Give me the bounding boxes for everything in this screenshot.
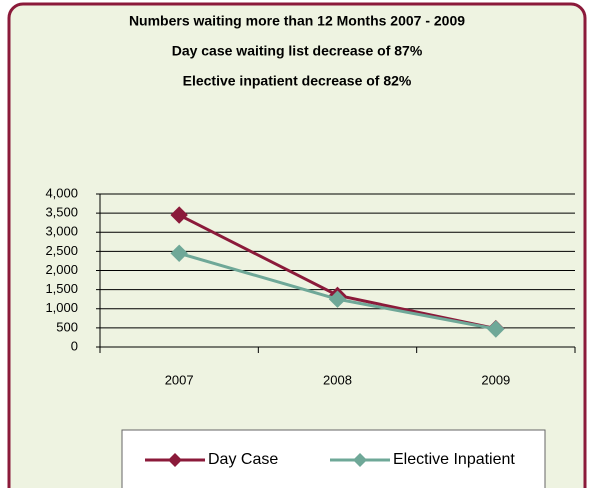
chart-title: Day case waiting list decrease of 87% xyxy=(172,43,423,59)
marker xyxy=(328,290,347,308)
legend-marker xyxy=(353,453,367,467)
marker xyxy=(170,206,188,224)
legend-label: Elective Inpatient xyxy=(393,451,515,468)
y-tick-label: 4,000 xyxy=(45,185,78,200)
y-tick-label: 3,500 xyxy=(45,205,78,220)
legend-marker xyxy=(168,453,182,467)
chart-title: Numbers waiting more than 12 Months 2007… xyxy=(129,13,465,29)
y-tick-label: 2,500 xyxy=(45,243,78,258)
x-tick-label: 2007 xyxy=(165,372,194,387)
y-tick-label: 0 xyxy=(71,338,78,353)
x-tick-label: 2009 xyxy=(481,372,510,387)
y-tick-label: 1,500 xyxy=(45,281,78,296)
chart-title: Elective inpatient decrease of 82% xyxy=(183,73,412,89)
legend-label: Day Case xyxy=(208,451,278,468)
y-tick-label: 3,000 xyxy=(45,224,78,239)
y-tick-label: 2,000 xyxy=(45,262,78,277)
y-tick-label: 1,000 xyxy=(45,300,78,315)
frame xyxy=(7,2,587,488)
marker xyxy=(170,244,188,262)
marker xyxy=(487,320,505,338)
x-tick-label: 2008 xyxy=(323,372,352,387)
y-tick-label: 500 xyxy=(56,319,78,334)
